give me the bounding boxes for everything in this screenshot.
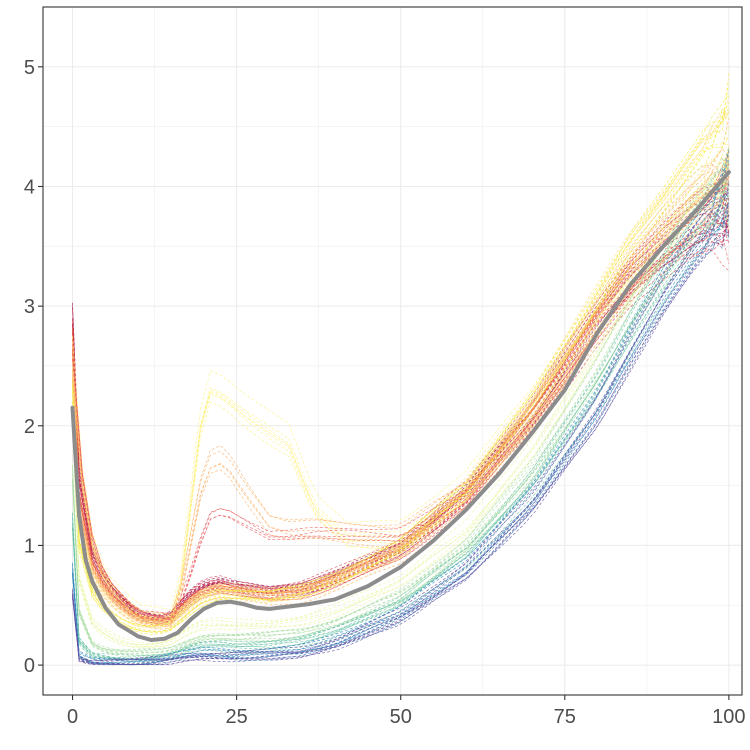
series-lines <box>72 72 730 666</box>
y-tick-label: 1 <box>24 535 35 557</box>
axes: 0 25 50 75 100 0 1 2 3 4 5 <box>24 57 746 728</box>
series-line <box>72 157 730 628</box>
y-tick-label: 0 <box>24 655 35 677</box>
series-line <box>72 72 730 626</box>
series-line <box>72 188 730 662</box>
series-line <box>72 211 730 657</box>
series-line <box>72 158 730 648</box>
series-line <box>72 163 730 618</box>
mean-line-group <box>70 170 731 642</box>
series-line <box>72 182 730 663</box>
series-line <box>72 154 730 648</box>
series-line <box>72 94 730 623</box>
series-line <box>72 171 730 615</box>
y-tick-label: 5 <box>24 57 35 79</box>
series-line <box>72 118 730 623</box>
series-line <box>72 136 730 616</box>
series-line <box>72 151 730 662</box>
series-line <box>72 148 730 619</box>
y-tick-label: 2 <box>24 416 35 438</box>
series-line <box>72 143 729 611</box>
series-line <box>72 250 730 623</box>
series-line <box>72 195 730 628</box>
series-line <box>72 150 730 660</box>
series-line <box>72 229 730 666</box>
series-line <box>72 108 730 633</box>
series-line <box>72 151 730 629</box>
bundle-bright-yellow <box>72 72 730 635</box>
y-tick-label: 3 <box>24 296 35 318</box>
series-line <box>72 203 730 666</box>
series-line <box>72 190 730 662</box>
mean-line <box>70 170 731 642</box>
series-line <box>72 210 730 653</box>
series-line <box>72 176 730 646</box>
x-tick-label: 0 <box>67 706 78 728</box>
x-tick-label: 25 <box>225 706 247 728</box>
series-line <box>72 217 730 665</box>
series-line <box>72 203 730 665</box>
grid-lines <box>43 7 742 695</box>
x-tick-label: 100 <box>712 706 745 728</box>
series-line <box>72 233 729 665</box>
series-line <box>72 134 730 632</box>
series-line <box>72 185 730 652</box>
series-line <box>72 166 730 653</box>
series-line <box>72 214 730 663</box>
plot-panel-border <box>42 6 743 696</box>
series-line <box>72 196 730 625</box>
series-line <box>72 213 730 617</box>
series-line <box>72 102 730 633</box>
series-line <box>72 129 730 619</box>
series-line <box>72 203 730 656</box>
series-line <box>72 146 730 659</box>
x-tick-label: 50 <box>390 706 412 728</box>
series-line <box>72 234 729 614</box>
bundle-indigo <box>72 151 730 666</box>
series-line <box>72 158 730 623</box>
series-line <box>72 223 729 666</box>
x-tick-label: 75 <box>554 706 576 728</box>
y-tick-label: 4 <box>24 176 35 198</box>
series-line <box>72 155 730 653</box>
series-line <box>72 185 730 620</box>
series-line <box>72 154 730 628</box>
series-line <box>72 127 730 644</box>
series-line <box>72 156 730 624</box>
series-line <box>72 111 730 627</box>
